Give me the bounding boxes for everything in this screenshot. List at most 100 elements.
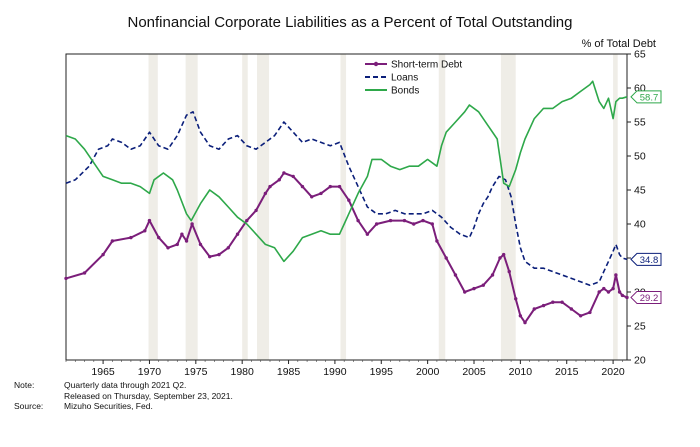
series-point: [198, 242, 203, 247]
series-point: [463, 290, 467, 294]
recession-band: [340, 54, 347, 360]
series-point: [300, 184, 305, 189]
series-point: [472, 286, 476, 291]
series-lines: [64, 80, 629, 325]
x-tick-label: 2015: [555, 366, 579, 378]
series-point: [602, 286, 606, 291]
series-point: [507, 269, 511, 274]
series-point: [245, 218, 249, 223]
series-point: [190, 222, 194, 226]
series-point: [518, 314, 523, 318]
chart-notes: Note: Quarterly data through 2021 Q2. Re…: [14, 380, 233, 412]
note-text: Released on Thursday, September 23, 2021…: [64, 390, 233, 401]
series-point: [453, 273, 458, 277]
chart-title: Nonfinancial Corporate Liabilities as a …: [127, 14, 573, 31]
legend: Short-term Debt Loans Bonds: [365, 60, 462, 97]
series-point: [551, 300, 555, 304]
series-point: [180, 232, 184, 236]
end-labels: 29.2 34.8 58.7: [630, 90, 662, 304]
note-text: Quarterly data through 2021 Q2.: [64, 380, 187, 390]
series-point: [435, 239, 439, 243]
end-label-text: 34.8: [640, 255, 659, 266]
x-tick-label: 2020: [601, 366, 625, 378]
series-point: [129, 235, 133, 240]
x-tick-label: 1990: [323, 366, 347, 378]
series-point: [319, 191, 323, 196]
legend-label: Loans: [391, 73, 418, 84]
recession-band: [438, 54, 446, 360]
series-point: [421, 218, 425, 223]
series-point: [282, 171, 286, 175]
series-point: [444, 256, 448, 260]
series-point: [588, 310, 592, 315]
series-point: [110, 239, 115, 243]
series-point: [184, 239, 189, 243]
series-point: [498, 256, 502, 260]
series-point: [620, 293, 625, 298]
y-tick-label: 45: [634, 185, 646, 197]
plot-frame: [65, 53, 628, 361]
series-point: [291, 174, 295, 179]
series-point: [578, 314, 583, 318]
series-point: [532, 307, 536, 311]
series-point: [268, 184, 272, 189]
series-point: [347, 198, 351, 202]
series-point: [254, 208, 258, 213]
y-tick-label: 40: [634, 219, 646, 231]
legend-label: Bonds: [391, 86, 419, 97]
x-tick-label: 1965: [91, 366, 115, 378]
series-point: [597, 290, 601, 294]
series-point: [412, 222, 416, 226]
recession-band: [242, 54, 248, 360]
series-point: [64, 276, 68, 281]
series-point: [625, 295, 629, 300]
series-point: [175, 242, 179, 247]
recession-band: [148, 54, 158, 360]
series-point: [617, 290, 622, 294]
note-row: Released on Thursday, September 23, 2021…: [14, 391, 233, 402]
series-point: [388, 218, 393, 223]
y-tick-label: 20: [634, 355, 646, 367]
note-row: Note: Quarterly data through 2021 Q2.: [14, 380, 233, 391]
source-text: Mizuho Securities, Fed.: [64, 401, 153, 411]
recession-band: [613, 54, 618, 360]
y-tick-label: 65: [634, 49, 646, 61]
series-point: [490, 273, 495, 277]
end-label-text: 58.7: [640, 92, 659, 103]
series-point: [263, 191, 268, 196]
series-point: [277, 178, 281, 182]
series-point: [541, 303, 546, 308]
series-point: [157, 235, 161, 240]
series-line-loans: [65, 111, 628, 286]
note-key: [14, 391, 64, 402]
y-tick-label: 25: [634, 321, 646, 333]
series-point: [101, 252, 105, 257]
series-point: [606, 290, 611, 294]
y-axis-label: % of Total Debt: [581, 38, 656, 50]
series-point: [501, 252, 506, 257]
series-point: [310, 195, 314, 199]
x-tick-label: 1985: [277, 366, 301, 378]
axes: 1965 1970 1975 1980 1985 1990 1995 2000 2005 2010…: [65, 49, 646, 378]
series-point: [402, 218, 407, 223]
x-tick-label: 2010: [509, 366, 533, 378]
series-point: [235, 232, 240, 236]
recession-band: [185, 54, 198, 360]
y-tick-label: 60: [634, 83, 646, 95]
series-point: [514, 297, 518, 301]
legend-label: Short-term Debt: [391, 60, 462, 71]
series-point: [365, 232, 370, 236]
end-label-box: [630, 90, 662, 104]
series-point: [217, 252, 221, 257]
series-point: [208, 254, 212, 259]
x-tick-label: 2005: [462, 366, 486, 378]
end-label-box: [630, 252, 662, 266]
y-tick-label: 50: [634, 151, 646, 163]
recession-band: [500, 54, 516, 360]
x-tick-label: 1975: [184, 366, 208, 378]
series-point: [226, 246, 230, 250]
series-point: [328, 184, 332, 189]
x-tick-label: 1995: [370, 366, 394, 378]
